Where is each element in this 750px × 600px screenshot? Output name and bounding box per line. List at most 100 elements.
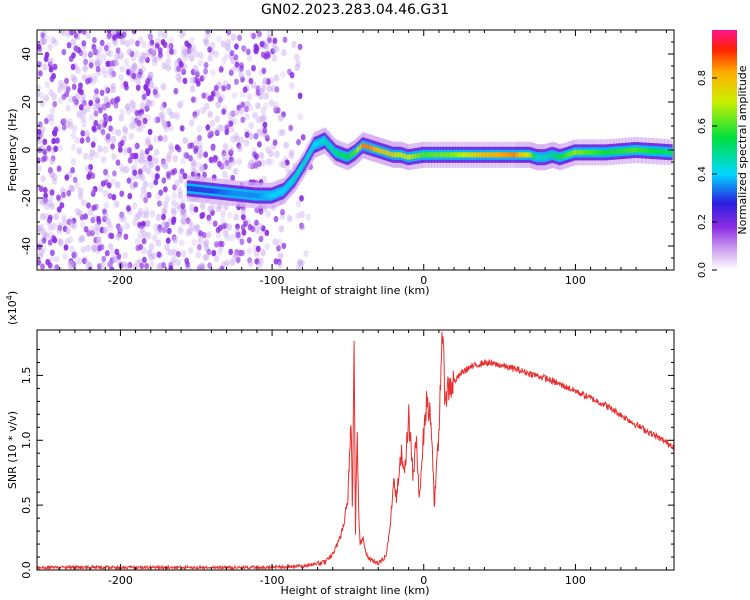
noise-speckle xyxy=(134,109,140,117)
noise-speckle xyxy=(61,117,68,125)
x-tick-label: 0 xyxy=(420,274,427,287)
noise-speckle xyxy=(76,257,82,265)
noise-speckle xyxy=(172,155,178,163)
noise-speckle xyxy=(289,82,295,90)
noise-speckle xyxy=(129,50,135,58)
noise-speckle xyxy=(161,177,167,184)
noise-speckle xyxy=(157,200,162,207)
spectrogram-heatmap xyxy=(37,30,673,270)
noise-speckle xyxy=(193,206,199,213)
noise-speckle xyxy=(138,57,145,66)
noise-speckle xyxy=(197,59,203,67)
ridge-core xyxy=(416,153,419,159)
noise-speckle xyxy=(179,125,185,132)
noise-speckle xyxy=(202,254,208,262)
noise-speckle xyxy=(219,265,225,270)
noise-speckle xyxy=(230,33,237,41)
noise-speckle xyxy=(97,45,104,53)
colorbar-tick-label: 0.4 xyxy=(697,166,708,182)
noise-speckle xyxy=(108,60,113,67)
ridge-core xyxy=(485,152,490,158)
noise-speckle xyxy=(95,235,101,243)
noise-speckle xyxy=(199,75,205,82)
noise-speckle xyxy=(180,157,186,165)
noise-speckle xyxy=(260,107,267,115)
noise-speckle xyxy=(157,47,163,54)
noise-speckle xyxy=(88,51,93,58)
ridge-core xyxy=(410,154,413,160)
noise-speckle xyxy=(49,170,56,179)
noise-speckle xyxy=(190,161,197,170)
noise-speckle xyxy=(65,30,71,38)
ridge-core xyxy=(419,152,423,158)
ridge-core xyxy=(597,149,602,155)
noise-speckle xyxy=(209,41,216,50)
noise-speckle xyxy=(239,90,246,98)
noise-speckle xyxy=(203,151,209,158)
noise-speckle xyxy=(45,218,52,226)
noise-speckle xyxy=(133,66,140,74)
noise-speckle xyxy=(253,162,259,169)
noise-speckle xyxy=(126,48,132,56)
y-tick-label: 0.5 xyxy=(20,496,33,514)
noise-speckle xyxy=(187,219,193,227)
noise-speckle xyxy=(69,245,75,253)
noise-speckle xyxy=(248,159,254,167)
noise-speckle xyxy=(142,155,148,163)
ridge-core xyxy=(527,152,530,158)
noise-speckle xyxy=(240,76,245,83)
noise-speckle xyxy=(37,243,42,251)
noise-speckle xyxy=(56,194,61,201)
noise-speckle xyxy=(57,221,63,230)
noise-speckle xyxy=(43,202,50,211)
noise-speckle xyxy=(103,118,108,125)
noise-speckle xyxy=(248,260,254,268)
noise-speckle xyxy=(145,135,152,143)
ridge-core xyxy=(340,152,343,158)
ridge-core xyxy=(494,152,499,158)
ridge-core xyxy=(514,152,518,158)
noise-speckle xyxy=(123,166,130,174)
noise-speckle xyxy=(236,158,243,166)
noise-speckle xyxy=(166,173,172,180)
noise-speckle xyxy=(158,226,164,234)
noise-speckle xyxy=(71,95,77,103)
noise-speckle xyxy=(40,156,46,163)
noise-speckle xyxy=(247,162,253,170)
noise-speckle xyxy=(81,40,87,47)
noise-speckle xyxy=(153,116,159,124)
noise-speckle xyxy=(47,224,54,232)
snr-multiplier-exp: 4 xyxy=(5,295,14,300)
noise-speckle xyxy=(93,151,100,159)
noise-speckle xyxy=(253,250,260,258)
noise-speckle xyxy=(165,248,172,256)
noise-speckle xyxy=(115,129,122,137)
noise-speckle xyxy=(56,165,62,172)
noise-speckle xyxy=(163,186,168,193)
noise-speckle xyxy=(153,157,159,165)
noise-speckle xyxy=(265,146,271,154)
noise-speckle xyxy=(110,248,116,256)
noise-speckle xyxy=(228,147,235,155)
noise-speckle xyxy=(189,222,195,230)
noise-speckle xyxy=(215,226,221,234)
noise-speckle xyxy=(274,150,280,158)
noise-speckle xyxy=(139,173,146,181)
noise-speckle xyxy=(174,113,181,121)
noise-speckle xyxy=(187,227,193,235)
ridge-core xyxy=(424,152,429,158)
noise-speckle xyxy=(132,218,138,226)
ridge-core xyxy=(246,192,250,198)
ridge-core xyxy=(621,148,626,154)
noise-speckle xyxy=(245,48,251,55)
ridge-core xyxy=(260,193,263,199)
noise-speckle xyxy=(201,72,208,81)
noise-speckle xyxy=(234,78,239,85)
noise-speckle xyxy=(37,133,41,141)
noise-speckle xyxy=(48,231,54,239)
noise-speckle xyxy=(145,167,152,175)
noise-speckle xyxy=(166,151,173,159)
noise-speckle xyxy=(80,130,86,137)
noise-speckle xyxy=(264,243,270,251)
ridge-core xyxy=(600,149,605,155)
